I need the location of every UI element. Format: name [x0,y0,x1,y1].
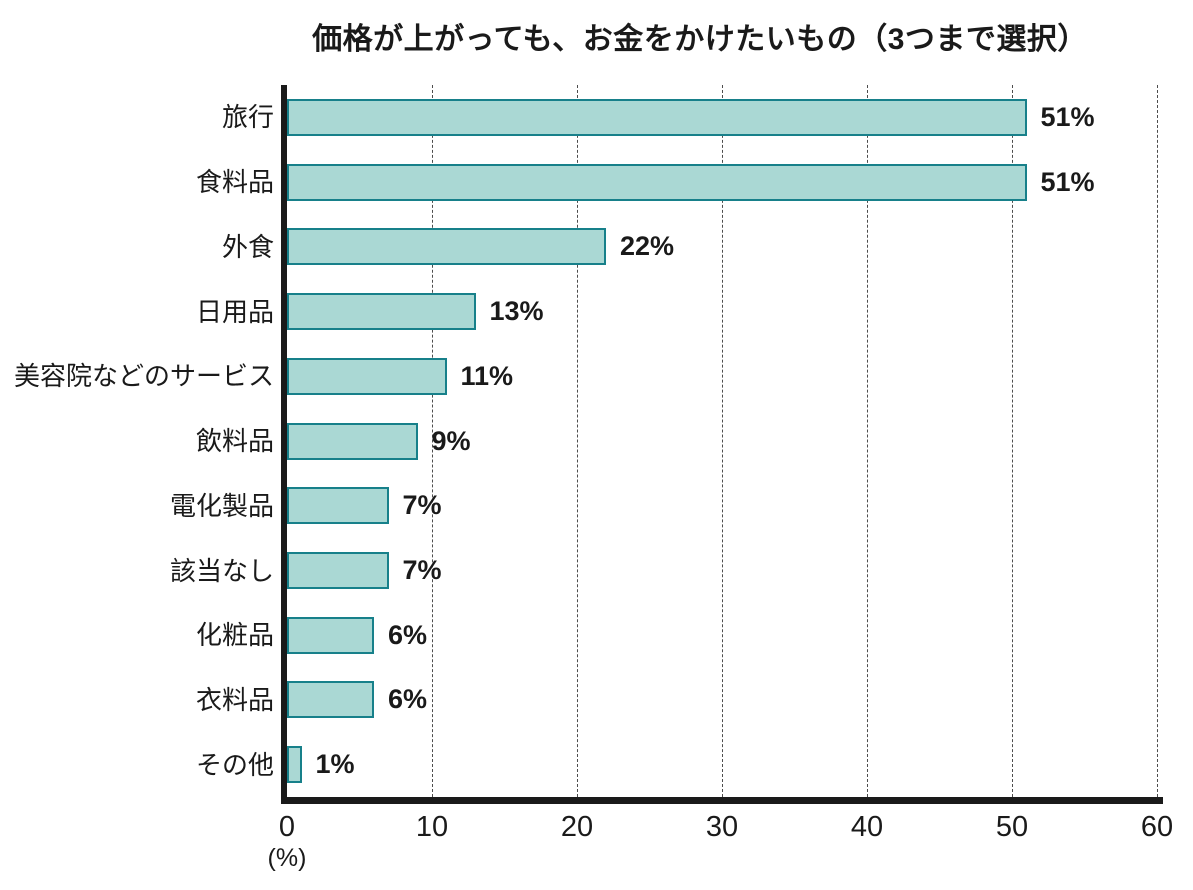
value-label: 6% [388,684,428,715]
bar-row: その他 1% [196,732,1157,797]
value-label: 7% [402,555,442,585]
y-axis-line [281,85,287,804]
x-tick-label: 50 [995,811,1029,843]
category-label: 電化製品 [169,490,274,521]
category-label: 飲料品 [195,426,274,457]
bar [287,616,374,654]
bar-row: 食料品 51% [196,150,1157,215]
value-label: 7% [402,490,442,521]
category-label: 日用品 [195,296,274,327]
gridline [1012,85,1013,797]
x-tick-label: 40 [850,811,884,843]
bar [287,681,374,719]
value-label: 51% [1040,166,1095,197]
category-label: その他 [195,749,274,780]
bar-rows: 旅行 51% 食料品 51% 外食 22% 日用品 13% 美容院などのサービス 11% 飲料品 9%… [14,85,1157,797]
bar-row: 外食 22% [222,214,1157,279]
x-tick-labels: 0 10 20 30 40 50 60 [279,811,1173,843]
x-tick-label: 0 [278,811,296,843]
gridline [866,85,868,797]
x-axis-line [281,797,1163,804]
bar [287,487,389,525]
gridline [722,85,723,797]
category-label: 化粧品 [195,620,274,651]
bar-row: 化粧品 6% [196,603,1157,668]
bar-row: 美容院などのサービス 11% [14,344,1157,409]
value-label: 11% [460,360,514,391]
chart-title: 価格が上がっても、お金をかけたいもの（3つまで選択） [312,23,1088,56]
gridline [576,85,578,797]
value-label: 22% [620,231,675,262]
x-tick-label: 20 [560,811,594,843]
gridlines [287,85,1158,797]
value-label: 6% [388,619,428,650]
category-label: 外食 [221,231,274,262]
bar-row: 該当なし 7% [170,538,1157,603]
category-label: 衣料品 [195,684,274,715]
bar [287,552,389,589]
x-tick-label: 60 [1140,811,1174,843]
category-label: 該当なし [169,555,274,586]
bar-row: 旅行 51% [222,85,1157,150]
bar-row: 飲料品 9% [196,409,1157,474]
plot-area: 旅行 51% 食料品 51% 外食 22% 日用品 13% 美容院などのサービス 11% 飲料品 9%… [14,85,1173,871]
value-label: 51% [1040,101,1095,132]
category-label: 美容院などのサービス [13,361,274,392]
bar-row: 電化製品 7% [170,473,1157,538]
value-label: 9% [431,425,471,456]
bar [287,422,418,460]
category-label: 旅行 [221,102,274,133]
bar [287,228,606,266]
bar [287,746,302,784]
value-label: 1% [315,749,355,780]
bar [287,98,1027,136]
category-label: 食料品 [195,167,274,198]
x-tick-label: 30 [705,811,739,843]
bar [287,163,1027,201]
gridline [431,85,433,797]
bar [287,293,476,331]
value-label: 13% [489,296,544,327]
x-tick-label: 10 [415,811,449,843]
bar [287,357,447,395]
bar-row: 日用品 13% [196,279,1157,344]
bar-row: 衣料品 6% [196,668,1157,733]
x-axis-unit-label: (%) [267,844,307,872]
gridline [1157,85,1158,797]
